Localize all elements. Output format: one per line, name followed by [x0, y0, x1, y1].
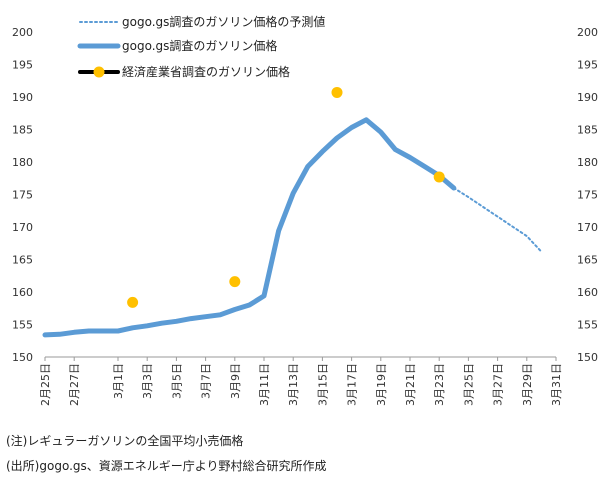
y-tick-label-left: 170 [12, 221, 33, 234]
x-tick-label: 3月21日 [404, 363, 417, 406]
x-tick-label: 3月29日 [521, 363, 534, 406]
y-tick-label-left: 150 [12, 351, 33, 364]
x-tick-label: 3月3日 [141, 363, 154, 399]
legend-swatch-meti-marker [93, 66, 105, 78]
y-tick-label-left: 200 [12, 26, 33, 39]
x-tick-label: 3月1日 [112, 363, 125, 399]
x-tick-label: 3月19日 [375, 363, 388, 406]
x-tick-label: 3月17日 [346, 363, 359, 406]
y-tick-label-right: 180 [577, 156, 598, 169]
y-tick-label-right: 165 [577, 254, 598, 267]
x-tick-label: 3月15日 [316, 363, 329, 406]
x-tick-label: 3月23日 [433, 363, 446, 406]
legend-label: gogo.gs調査のガソリン価格 [122, 38, 277, 53]
x-tick-label: 3月31日 [550, 363, 563, 406]
x-tick-label: 3月11日 [258, 363, 271, 406]
footnote-note: (注)レギュラーガソリンの全国平均小売価格 [6, 434, 244, 448]
x-tick-label: 3月7日 [200, 363, 213, 399]
y-tick-label-right: 150 [577, 351, 598, 364]
y-tick-label-left: 160 [12, 286, 33, 299]
x-tick-label: 2月27日 [68, 363, 81, 406]
y-tick-label-right: 160 [577, 286, 598, 299]
footnote-source: (出所)gogo.gs、資源エネルギー庁より野村総合研究所作成 [6, 459, 327, 473]
y-tick-label-left: 155 [12, 319, 33, 332]
x-tick-label: 3月9日 [229, 363, 242, 399]
series-line-forecast [452, 187, 543, 253]
y-tick-label-right: 170 [577, 221, 598, 234]
y-tick-label-left: 190 [12, 91, 33, 104]
series-line-actual [42, 117, 457, 338]
data-point-marker [433, 171, 445, 183]
y-tick-label-right: 195 [577, 59, 598, 72]
y-tick-label-left: 185 [12, 124, 33, 137]
x-tick-label: 3月25日 [462, 363, 475, 406]
y-tick-label-right: 190 [577, 91, 598, 104]
legend-label: gogo.gs調査のガソリン価格の予測値 [122, 14, 325, 29]
data-point-marker [127, 296, 139, 308]
y-tick-label-left: 165 [12, 254, 33, 267]
y-tick-label-left: 195 [12, 59, 33, 72]
data-point-marker [229, 276, 241, 288]
x-tick-label: 2月25日 [39, 363, 52, 406]
y-tick-label-right: 200 [577, 26, 598, 39]
y-tick-label-right: 155 [577, 319, 598, 332]
y-tick-label-right: 185 [577, 124, 598, 137]
y-tick-label-left: 175 [12, 189, 33, 202]
x-tick-label: 3月13日 [287, 363, 300, 406]
legend-label: 経済産業省調査のガソリン価格 [122, 64, 290, 79]
x-tick-label: 3月27日 [492, 363, 505, 406]
y-tick-label-right: 175 [577, 189, 598, 202]
y-tick-label-left: 180 [12, 156, 33, 169]
data-point-marker [331, 86, 343, 98]
x-tick-label: 3月5日 [170, 363, 183, 399]
